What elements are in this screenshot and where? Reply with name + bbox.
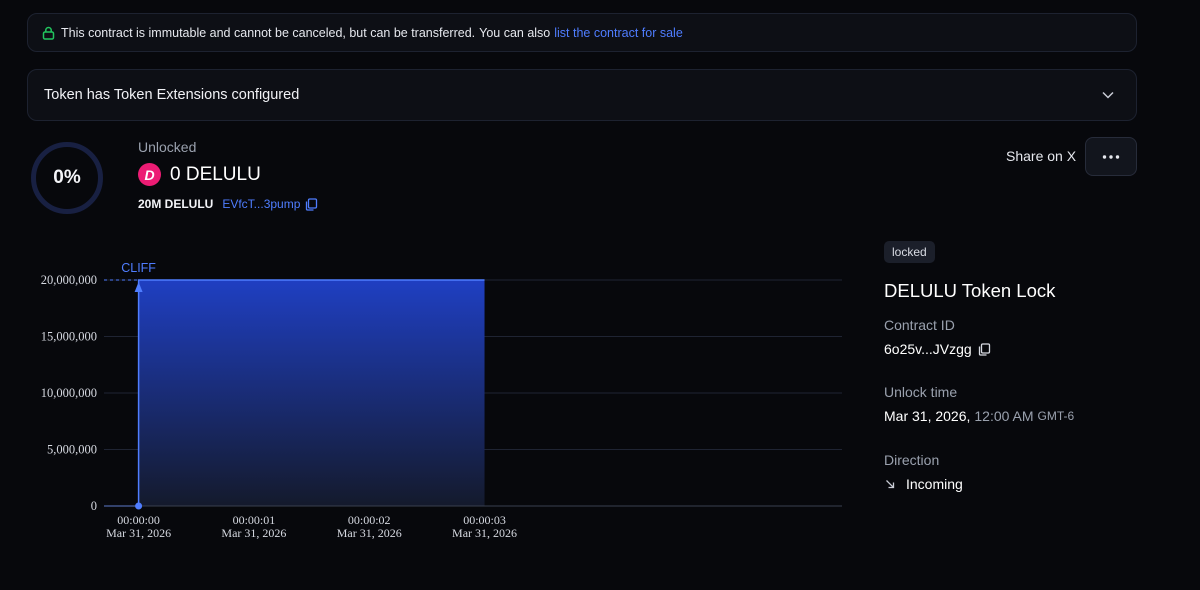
- unlocked-amount-row: D 0 DELULU: [138, 163, 261, 186]
- x-tick-time: 00:00:03: [463, 513, 506, 527]
- cliff-arrow-icon: [134, 282, 143, 292]
- banner-text: This contract is immutable and cannot be…: [61, 25, 476, 40]
- x-tick-date: Mar 31, 2026: [337, 526, 402, 540]
- unlocked-amount: 0 DELULU: [170, 163, 261, 185]
- token-mint-link[interactable]: EVfcT...3pump: [222, 197, 301, 211]
- x-tick-time: 00:00:01: [233, 513, 276, 527]
- unlock-timezone: GMT-6: [1037, 409, 1075, 423]
- arrow-down-right-icon: [884, 478, 896, 490]
- status-badge: locked: [884, 241, 935, 263]
- contract-id-label: Contract ID: [884, 317, 955, 333]
- banner-also-text: You can also: [479, 25, 551, 40]
- list-for-sale-link[interactable]: list the contract for sale: [554, 25, 683, 40]
- y-tick-label: 15,000,000: [41, 330, 97, 344]
- direction-row: Incoming: [884, 476, 963, 492]
- copy-contract-id-icon[interactable]: [978, 342, 991, 356]
- unlock-date: Mar 31, 2026,: [884, 408, 971, 424]
- ellipsis-icon: [1102, 154, 1120, 159]
- unlock-percent: 0%: [53, 167, 81, 188]
- unlocked-label: Unlocked: [138, 139, 197, 155]
- more-options-button[interactable]: [1085, 137, 1137, 176]
- contract-id-value: 6o25v...JVzgg: [884, 341, 972, 357]
- y-tick-label: 5,000,000: [47, 443, 97, 457]
- direction-value: Incoming: [906, 476, 963, 492]
- immutable-contract-banner: This contract is immutable and cannot be…: [27, 13, 1137, 52]
- copy-mint-icon[interactable]: [305, 197, 318, 211]
- x-tick-time: 00:00:02: [348, 513, 391, 527]
- unlocked-area: [104, 280, 485, 506]
- y-tick-label: 10,000,000: [41, 386, 97, 400]
- unlock-progress-ring: [31, 142, 103, 214]
- delulu-token-logo-icon: D: [138, 163, 161, 186]
- x-tick-date: Mar 31, 2026: [452, 526, 517, 540]
- x-tick-date: Mar 31, 2026: [221, 526, 286, 540]
- unlock-time-row: Mar 31, 2026, 12:00 AM GMT-6: [884, 408, 1074, 424]
- direction-label: Direction: [884, 452, 940, 468]
- y-tick-label: 20,000,000: [41, 273, 97, 287]
- cliff-start-point: [135, 502, 143, 510]
- unlock-schedule-chart: 0 5,000,000 10,000,000 15,000,000 20,000,000…: [41, 261, 842, 540]
- unlock-time: 12:00 AM: [974, 408, 1034, 424]
- total-amount: 20M DELULU: [138, 197, 214, 211]
- y-tick-label: 0: [91, 499, 97, 513]
- token-extensions-accordion[interactable]: Token has Token Extensions configured: [27, 69, 1137, 121]
- share-on-x-button[interactable]: Share on X: [1006, 148, 1077, 164]
- x-tick-date: Mar 31, 2026: [106, 526, 171, 540]
- token-extensions-title: Token has Token Extensions configured: [44, 87, 300, 103]
- contract-id-row: 6o25v...JVzgg: [884, 341, 991, 357]
- x-tick-time: 00:00:00: [117, 513, 160, 527]
- lock-title: DELULU Token Lock: [884, 280, 1056, 301]
- chevron-down-icon: [1102, 87, 1114, 103]
- unlock-time-label: Unlock time: [884, 384, 958, 400]
- token-info-row: 20M DELULU EVfcT...3pump: [138, 197, 318, 211]
- lock-icon: [42, 26, 55, 40]
- cliff-label: CLIFF: [121, 261, 156, 275]
